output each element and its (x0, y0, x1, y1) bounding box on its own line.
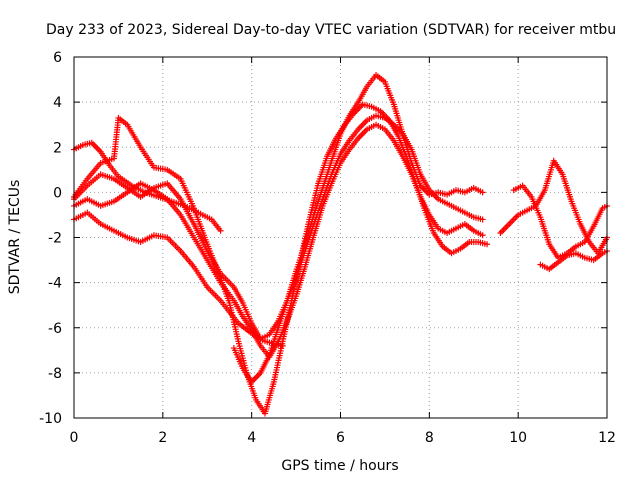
y-tick-label: 6 (53, 50, 62, 66)
y-tick-label: -6 (48, 321, 62, 337)
data-point (479, 232, 486, 239)
series-track-7 (497, 157, 610, 257)
data-point (479, 216, 486, 223)
series-track-6 (230, 72, 486, 385)
y-tick-label: -10 (39, 411, 62, 427)
x-axis-label: GPS time / hours (281, 458, 398, 474)
series-track-9 (537, 248, 610, 273)
y-tick-label: -4 (48, 276, 62, 292)
chart-grid (74, 57, 607, 418)
y-tick-label: 4 (53, 95, 62, 111)
y-tick-label: -2 (48, 231, 62, 247)
x-tick-label: 2 (158, 430, 167, 446)
x-tick-label: 10 (509, 430, 527, 446)
x-tick-label: 12 (598, 430, 616, 446)
x-tick-label: 4 (247, 430, 256, 446)
axis-ticks: 0 2 4 6 8 10 12 -10 -8 -6 -4 -2 0 2 4 6 (39, 50, 616, 446)
y-tick-label: 0 (53, 185, 62, 201)
data-point (479, 189, 486, 196)
y-axis-label: SDTVAR / TECUs (7, 180, 23, 295)
x-tick-label: 8 (425, 430, 434, 446)
y-tick-label: 2 (53, 140, 62, 156)
data-point (484, 241, 491, 248)
chart-title: Day 233 of 2023, Sidereal Day-to-day VTE… (46, 22, 616, 38)
x-tick-label: 0 (70, 430, 79, 446)
y-tick-label: -8 (48, 366, 62, 382)
series-track-5 (71, 101, 491, 417)
plot-frame (73, 56, 608, 419)
data-point (217, 227, 224, 234)
data-marks (71, 72, 610, 417)
x-tick-label: 6 (336, 430, 345, 446)
